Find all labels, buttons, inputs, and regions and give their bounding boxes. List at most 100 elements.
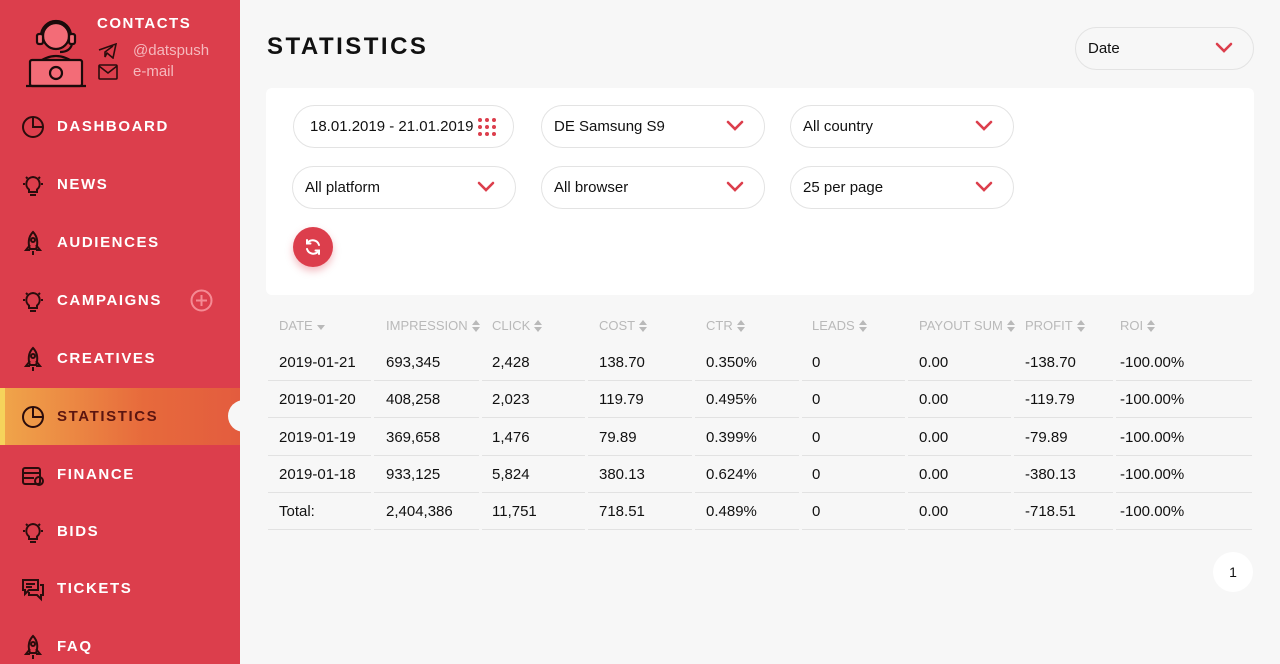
table-cell-leads: 0 <box>812 428 821 446</box>
table-cell-profit: -119.79 <box>1025 391 1075 409</box>
row-divider <box>1116 491 1252 493</box>
nav-creatives[interactable]: CREATIVES <box>0 330 240 387</box>
col-header-impression[interactable]: IMPRESSION <box>386 318 480 333</box>
table-cell-impression: 933,125 <box>386 465 441 483</box>
calendar-grid-icon <box>478 118 496 136</box>
per-page-select[interactable]: 25 per page <box>790 166 1014 209</box>
nav-label: CREATIVES <box>57 350 157 367</box>
nav-faq[interactable]: FAQ <box>0 618 240 664</box>
mail-icon <box>98 63 118 80</box>
table-cell-payout-sum: 0.00 <box>919 391 949 409</box>
telegram-contact[interactable]: @datspush <box>97 42 209 59</box>
nav-campaigns[interactable]: CAMPAIGNS <box>0 272 240 329</box>
nav-news[interactable]: NEWS <box>0 156 240 213</box>
nav-statistics[interactable]: STATISTICS <box>0 388 240 445</box>
page-button[interactable]: 1 <box>1213 552 1253 592</box>
group-by-value: Date <box>1088 40 1120 57</box>
country-select[interactable]: All country <box>790 105 1014 148</box>
table-cell-ctr: 0.489% <box>706 503 757 521</box>
telegram-icon <box>98 42 118 59</box>
table-cell-click: 5,824 <box>492 465 530 483</box>
nav-finance[interactable]: FINANCE <box>0 446 240 503</box>
row-divider <box>802 529 905 531</box>
date-range-value: 18.01.2019 - 21.01.2019 <box>310 118 474 135</box>
table-cell-leads: 0 <box>812 391 821 409</box>
col-header-roi[interactable]: ROI <box>1120 318 1156 333</box>
table-cell-impression: 408,258 <box>386 391 441 409</box>
col-header-profit[interactable]: PROFIT <box>1025 318 1085 333</box>
row-divider <box>802 380 905 381</box>
table-cell-payout-sum: 0.00 <box>919 465 949 483</box>
row-divider <box>695 417 799 419</box>
table-cell-roi: -100.00% <box>1120 354 1185 371</box>
table-cell-cost: 718.51 <box>599 503 645 521</box>
col-header-date[interactable]: DATE <box>279 318 325 333</box>
total-row: Total: 2,404,386 11,751 718.51 0.489% 0 0.00 -7… <box>268 493 1252 531</box>
nav-label: NEWS <box>57 176 109 193</box>
nav-tickets[interactable]: TICKETS <box>0 560 240 617</box>
col-label: IMPRESSION <box>386 318 468 333</box>
row-divider <box>268 417 371 419</box>
row-divider <box>482 454 585 456</box>
nav-audiences[interactable]: AUDIENCES <box>0 214 240 271</box>
table-cell-cost: 79.89 <box>599 428 637 446</box>
col-header-ctr[interactable]: CTR <box>706 318 745 333</box>
refresh-button[interactable] <box>293 227 333 267</box>
nav-label: TICKETS <box>57 580 133 597</box>
row-divider <box>482 417 585 419</box>
platform-select[interactable]: All platform <box>292 166 516 209</box>
row-divider <box>268 529 371 531</box>
date-range-picker[interactable]: 18.01.2019 - 21.01.2019 <box>293 105 514 148</box>
nav-dashboard[interactable]: DASHBOARD <box>0 98 240 155</box>
table-cell-ctr: 0.350% <box>706 354 757 371</box>
row-divider <box>482 380 585 381</box>
browser-select[interactable]: All browser <box>541 166 765 209</box>
active-notch <box>228 400 252 432</box>
col-label: ROI <box>1120 318 1144 333</box>
table-cell-ctr: 0.624% <box>706 465 757 483</box>
table-cell-payout-sum: 0.00 <box>919 503 949 521</box>
device-value: DE Samsung S9 <box>554 118 665 135</box>
table-cell-date: 2019-01-20 <box>279 391 356 409</box>
row-divider <box>588 417 692 419</box>
row-divider <box>695 491 799 493</box>
add-campaign-icon[interactable] <box>190 289 213 312</box>
lightbulb-icon <box>23 291 43 312</box>
table-cell-date: 2019-01-21 <box>279 354 356 371</box>
table-cell-ctr: 0.399% <box>706 428 757 446</box>
col-label: DATE <box>279 318 313 333</box>
col-header-leads[interactable]: LEADS <box>812 318 867 333</box>
table-row: 2019-01-19 369,658 1,476 79.89 0.399% 0 0.00 -7… <box>268 419 1252 456</box>
chat-icon <box>22 579 44 602</box>
table-cell-impression: 369,658 <box>386 428 441 446</box>
sidebar: CONTACTS @datspush e-mail DASHBOARD NEWS… <box>0 0 240 664</box>
email-link[interactable]: e-mail <box>133 63 174 80</box>
col-header-click[interactable]: CLICK <box>492 318 543 333</box>
nav-label: AUDIENCES <box>57 234 160 251</box>
row-divider <box>695 454 799 456</box>
refresh-icon <box>306 239 320 255</box>
col-header-payout-sum[interactable]: PAYOUT SUM <box>919 318 1015 333</box>
chevron-down-icon <box>726 181 744 192</box>
sort-icon <box>534 319 543 332</box>
wallet-icon <box>22 467 44 486</box>
nav-label: STATISTICS <box>57 408 159 425</box>
col-header-cost[interactable]: COST <box>599 318 648 333</box>
row-divider <box>908 529 1011 531</box>
lightbulb-icon <box>23 522 43 543</box>
table-cell-leads: 0 <box>812 503 821 521</box>
row-divider <box>908 417 1011 419</box>
nav-bids[interactable]: BIDS <box>0 503 240 560</box>
chevron-down-icon <box>975 181 993 192</box>
row-divider <box>268 454 371 456</box>
sort-icon <box>858 319 867 332</box>
sort-icon <box>1147 319 1156 332</box>
group-by-select[interactable]: Date <box>1075 27 1254 70</box>
sort-icon <box>471 319 480 332</box>
row-divider <box>374 454 479 456</box>
telegram-handle[interactable]: @datspush <box>133 42 210 59</box>
table-cell-roi: -100.00% <box>1120 391 1185 409</box>
row-divider <box>695 529 799 531</box>
device-select[interactable]: DE Samsung S9 <box>541 105 765 148</box>
email-contact[interactable]: e-mail <box>97 63 174 80</box>
